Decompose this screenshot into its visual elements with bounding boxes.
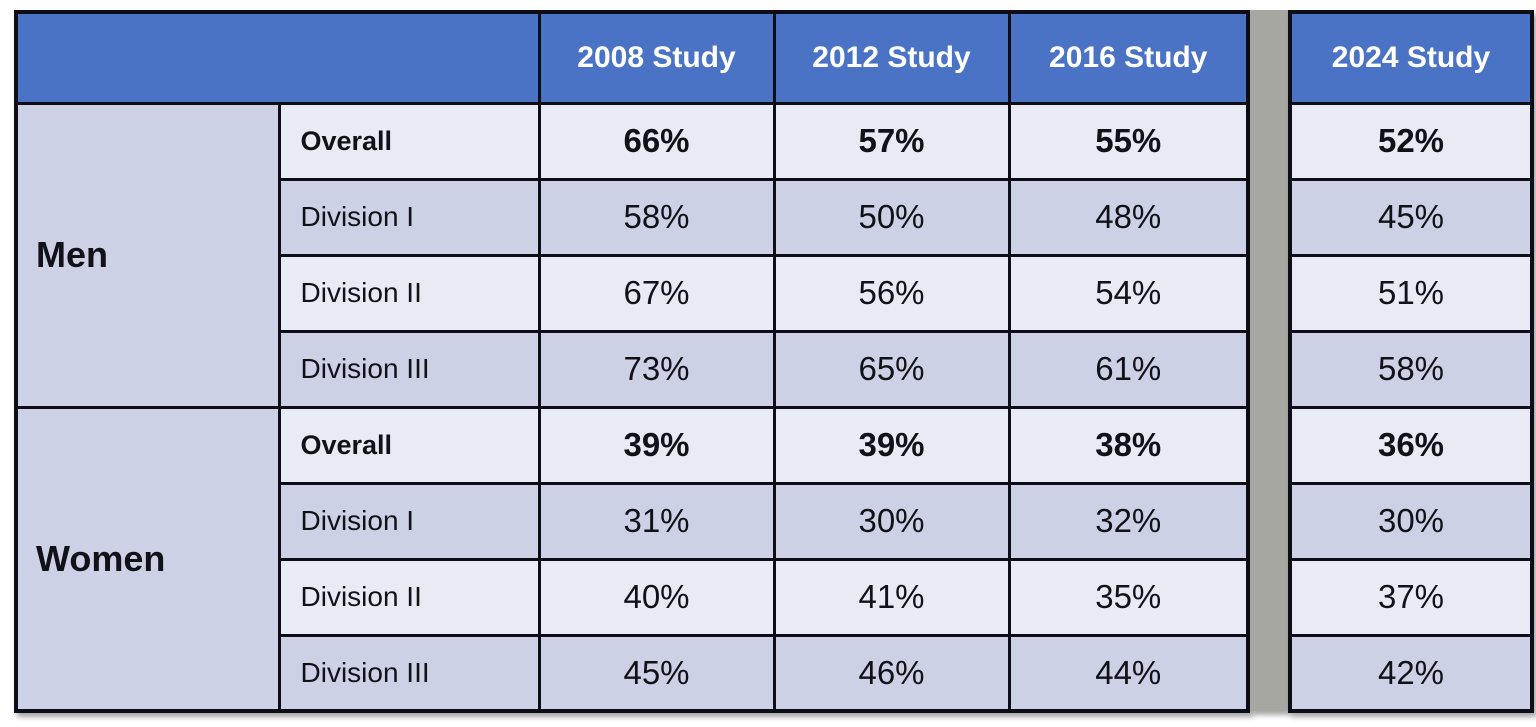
table-row-women-div1: Division I 31% 30% 32% (16, 481, 1250, 561)
value-cell: 66% (537, 101, 776, 181)
value-cell: 51% (1288, 253, 1534, 333)
table-2024-study: 2024 Study 52% 45% 51% 58% 36% 30% 3 (1288, 10, 1534, 713)
category-cell: Division I (277, 177, 541, 257)
group-label-women: Women (14, 405, 281, 713)
value-cell: 61% (1007, 329, 1250, 409)
value-cell: 50% (772, 177, 1011, 257)
category-cell: Division III (277, 633, 541, 713)
header-2024-study: 2024 Study (1288, 10, 1534, 105)
value-cell: 52% (1288, 101, 1534, 181)
table-row-women-div3: Division III 45% 46% 44% (16, 633, 1250, 713)
table-row-2024-women-div1: 30% (1288, 481, 1534, 561)
table-row-women-overall: Women Overall 39% 39% 38% (14, 405, 1250, 713)
category-cell: Division I (277, 481, 541, 561)
value-cell: 39% (772, 405, 1011, 485)
header-blank-cell (14, 10, 541, 105)
category-cell: Division II (277, 557, 541, 637)
value-cell: 56% (772, 253, 1011, 333)
category-cell: Division II (277, 253, 541, 333)
value-cell: 48% (1007, 177, 1250, 257)
table-row-2024-women-div2: 37% (1288, 557, 1534, 637)
header-2012-study: 2012 Study (772, 10, 1011, 105)
main-study-table: 2008 Study 2012 Study 2016 Study Men Ove… (14, 10, 1250, 713)
value-cell: 57% (772, 101, 1011, 181)
table-row-2024-men-div2: 51% (1288, 253, 1534, 333)
value-cell: 32% (1007, 481, 1250, 561)
study-table-layout: 2008 Study 2012 Study 2016 Study Men Ove… (14, 10, 1534, 713)
value-cell: 37% (1288, 557, 1534, 637)
value-cell: 31% (537, 481, 776, 561)
table-row-women-div2: Division II 40% 41% 35% (16, 557, 1250, 637)
value-cell: 46% (772, 633, 1011, 713)
header-2008-study: 2008 Study (537, 10, 776, 105)
table-row-2024-men-div3: 58% (1288, 329, 1534, 409)
group-label-men: Men (14, 101, 281, 409)
value-cell: 38% (1007, 405, 1250, 485)
value-cell: 42% (1288, 633, 1534, 713)
value-cell: 35% (1007, 557, 1250, 637)
value-cell: 36% (1288, 405, 1534, 485)
table-row-2024-men-overall: 52% (1288, 101, 1534, 181)
value-cell: 44% (1007, 633, 1250, 713)
value-cell: 30% (1288, 481, 1534, 561)
value-cell: 45% (537, 633, 776, 713)
value-cell: 30% (772, 481, 1011, 561)
header-row-2024: 2024 Study (1288, 10, 1534, 105)
value-cell: 58% (537, 177, 776, 257)
vertical-divider-bar (1250, 10, 1288, 711)
header-row: 2008 Study 2012 Study 2016 Study (14, 10, 1250, 105)
value-cell: 67% (537, 253, 776, 333)
value-cell: 73% (537, 329, 776, 409)
header-2016-study: 2016 Study (1007, 10, 1250, 105)
category-cell: Overall (277, 101, 541, 181)
category-cell: Division III (277, 329, 541, 409)
table-row-men-div2: Division II 67% 56% 54% (16, 253, 1250, 333)
table-row-2024-men-div1: 45% (1288, 177, 1534, 257)
table-row-2024-women-div3: 42% (1288, 633, 1534, 713)
value-cell: 54% (1007, 253, 1250, 333)
table-row-men-overall: Men Overall 66% 57% 55% (14, 101, 1250, 409)
value-cell: 40% (537, 557, 776, 637)
value-cell: 41% (772, 557, 1011, 637)
category-cell: Overall (277, 405, 541, 485)
table-row-men-div1: Division I 58% 50% 48% (16, 177, 1250, 257)
value-cell: 45% (1288, 177, 1534, 257)
value-cell: 58% (1288, 329, 1534, 409)
value-cell: 55% (1007, 101, 1250, 181)
value-cell: 65% (772, 329, 1011, 409)
table-row-men-div3: Division III 73% 65% 61% (16, 329, 1250, 409)
table-row-2024-women-overall: 36% (1288, 405, 1534, 485)
value-cell: 39% (537, 405, 776, 485)
